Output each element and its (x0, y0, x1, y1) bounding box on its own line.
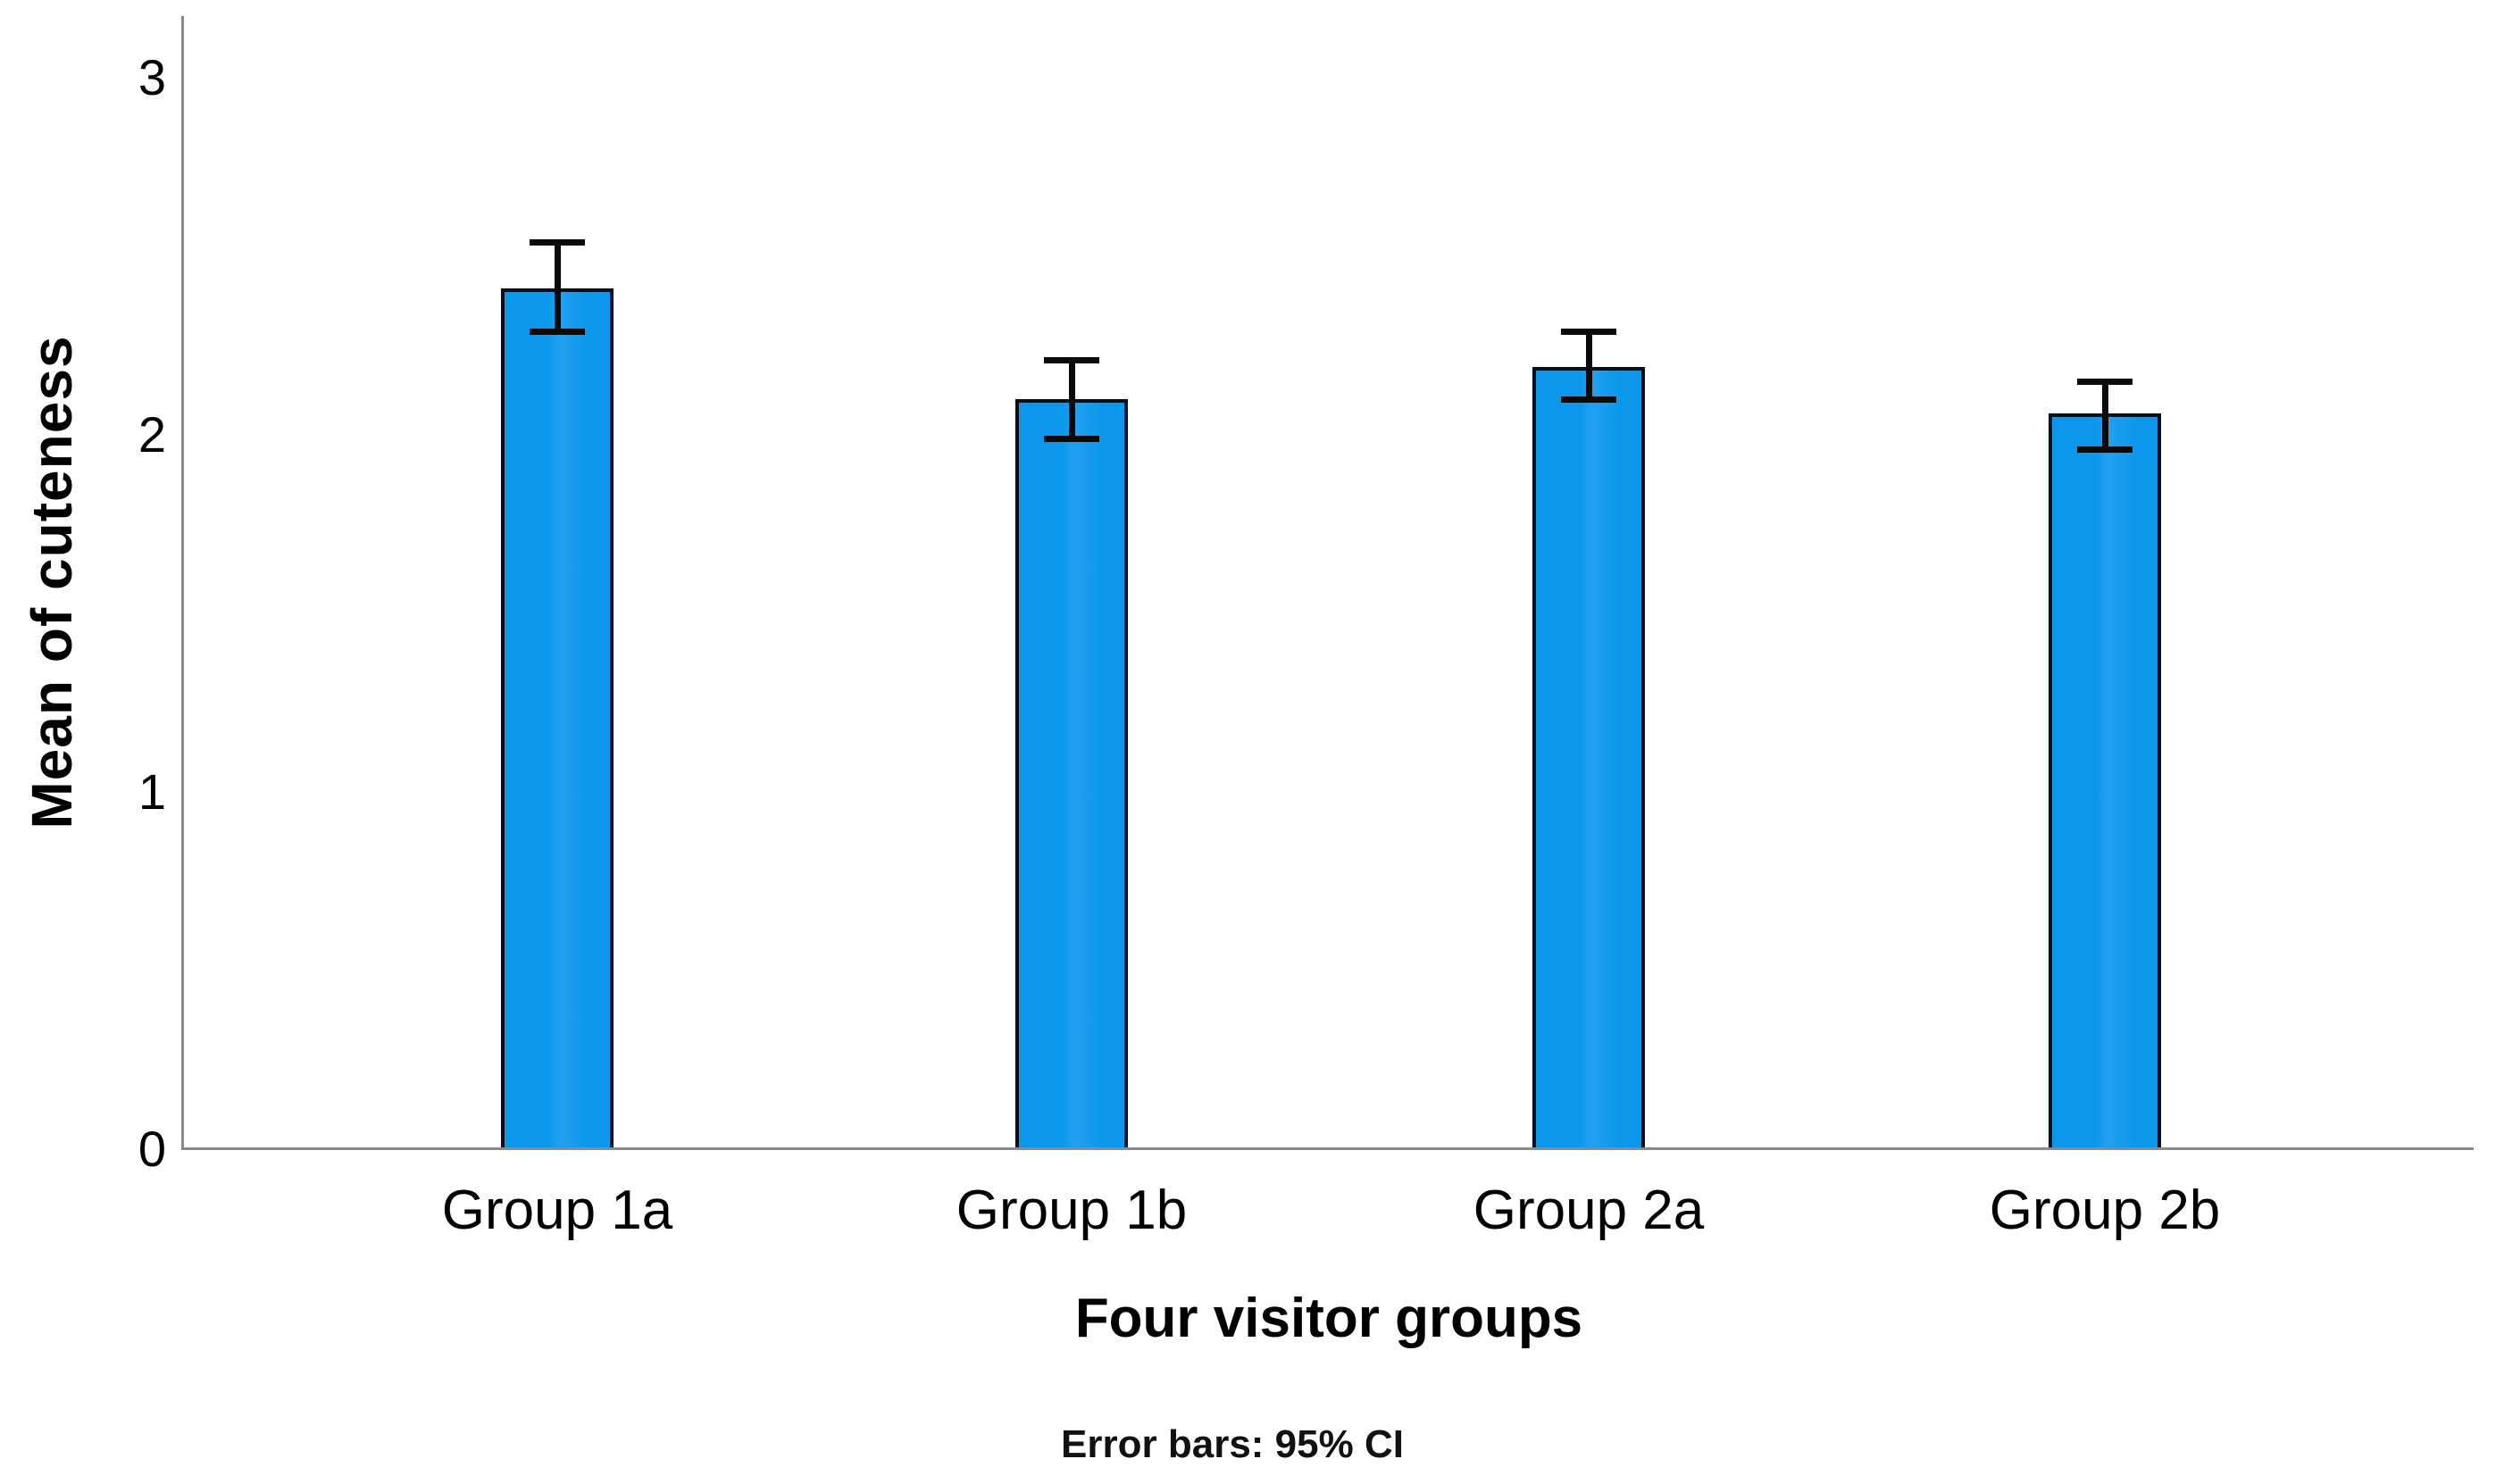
error-bar-cap-top-group-1a (530, 239, 585, 246)
bar-group-2a (1532, 367, 1645, 1149)
error-bar-cap-bottom-group-1a (530, 329, 585, 335)
y-axis-line (181, 16, 184, 1150)
error-bar-line-group-1a (555, 242, 561, 331)
error-bar-cap-bottom-group-2a (1561, 396, 1616, 403)
error-bar-cap-top-group-2a (1561, 329, 1616, 335)
bar-group-2b (2049, 413, 2161, 1149)
x-tick-label-group-1b: Group 1b (956, 1180, 1188, 1241)
y-tick-label-1: 1 (138, 763, 166, 820)
x-axis-title: Four visitor groups (1074, 1288, 1583, 1349)
y-tick-label-2: 2 (138, 406, 166, 463)
x-tick-label-group-1a: Group 1a (441, 1180, 673, 1241)
error-bar-cap-top-group-1b (1044, 357, 1099, 363)
bar-group-1a (501, 288, 613, 1149)
error-bar-line-group-1b (1069, 360, 1075, 438)
y-tick-label-3: 3 (138, 49, 166, 105)
error-bar-cap-bottom-group-1b (1044, 436, 1099, 442)
error-bar-cap-top-group-2b (2077, 379, 2133, 385)
x-axis-line (181, 1147, 2474, 1150)
y-tick-label-0: 0 (138, 1121, 166, 1177)
x-tick-label-group-2a: Group 2a (1473, 1180, 1705, 1241)
bar-group-1b (1015, 399, 1128, 1149)
error-bar-line-group-2b (2102, 381, 2108, 449)
x-tick-label-group-2b: Group 2b (1989, 1180, 2221, 1241)
error-bar-line-group-2a (1586, 331, 1592, 399)
error-bar-cap-bottom-group-2b (2077, 446, 2133, 453)
error-bars-caption: Error bars: 95% CI (1061, 1422, 1404, 1466)
